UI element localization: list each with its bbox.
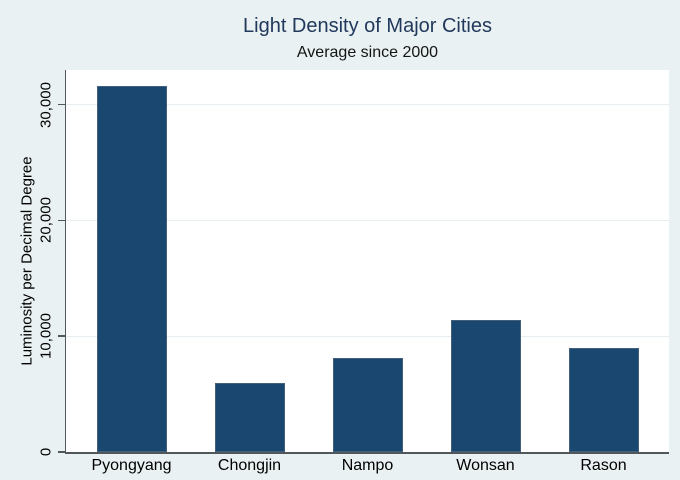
x-tick-label-pyongyang: Pyongyang: [91, 457, 172, 474]
chart-title: Light Density of Major Cities: [243, 15, 492, 37]
x-tick-label-chongjin: Chongjin: [217, 457, 282, 474]
y-axis-title: Luminosity per Decimal Degree: [18, 156, 36, 366]
y-tick-20000: [58, 219, 65, 222]
gridline-20000: [66, 219, 669, 221]
bar-wonsan: [450, 320, 521, 452]
y-axis-line: [64, 70, 66, 454]
bar-rason: [568, 347, 639, 452]
chart-subtitle: Average since 2000: [296, 44, 439, 61]
y-tick-10000: [58, 335, 65, 337]
y-tick-30000: [58, 103, 65, 106]
gridline-10000: [66, 335, 669, 337]
y-tick-label-10000: 10,000: [37, 313, 55, 360]
y-tick-0: [58, 451, 65, 453]
x-tick-label-wonsan: Wonsan: [456, 457, 515, 474]
x-tick-label-rason: Rason: [580, 457, 627, 474]
bar-chongjin: [214, 382, 285, 452]
x-tick-label-nampo: Nampo: [341, 457, 394, 474]
y-tick-label-20000: 20,000: [37, 197, 55, 244]
x-axis-line: [64, 452, 669, 454]
y-tick-label-30000: 30,000: [37, 81, 55, 128]
y-tick-label-0: 0: [37, 447, 55, 457]
plot-area: [66, 70, 669, 452]
gridline-30000: [66, 104, 669, 106]
bar-nampo: [332, 358, 403, 452]
bar-pyongyang: [96, 86, 167, 452]
